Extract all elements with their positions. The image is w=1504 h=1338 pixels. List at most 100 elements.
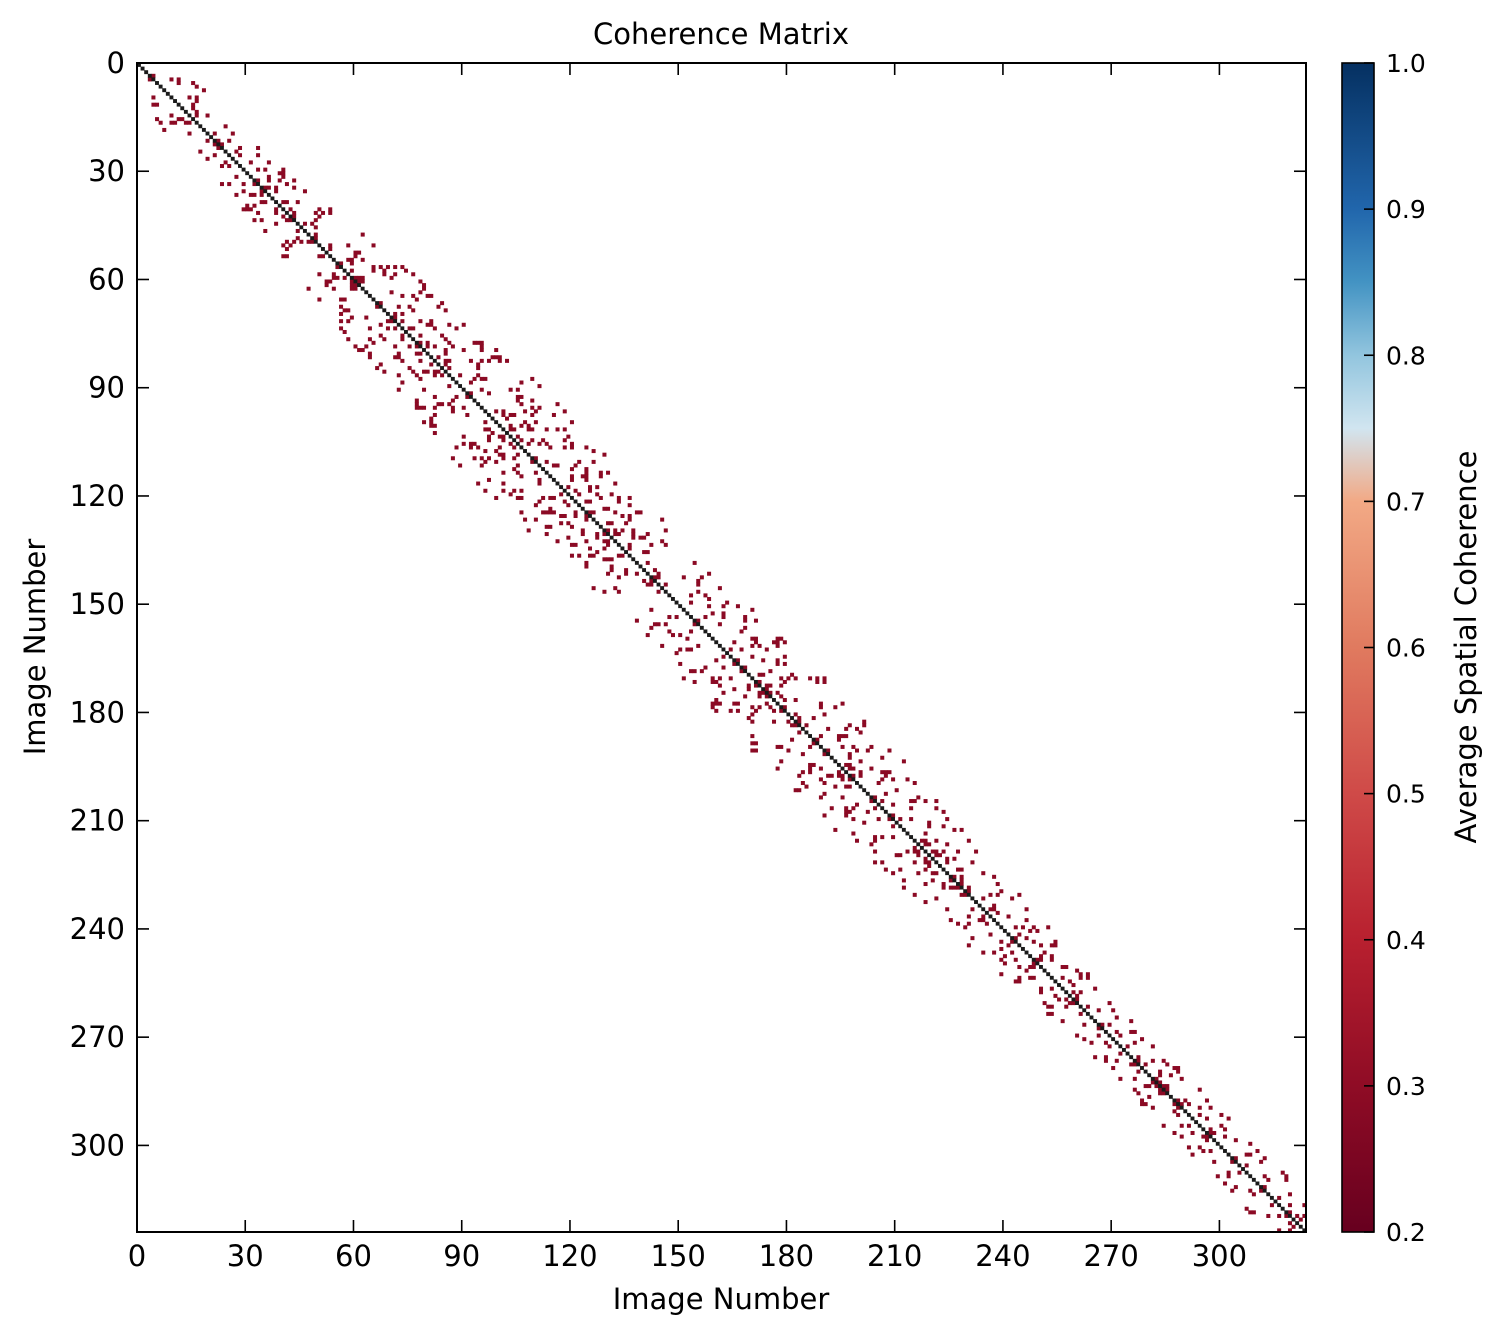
- diagonal-cell: [183, 109, 188, 114]
- diagonal-cell: [176, 102, 181, 107]
- heatmap-cell: [638, 535, 643, 540]
- diagonal-cell: [797, 723, 802, 728]
- heatmap-cell: [620, 528, 625, 533]
- heatmap-cell: [450, 398, 455, 403]
- diagonal-cell: [447, 373, 452, 378]
- heatmap-cell: [927, 863, 932, 868]
- heatmap-cell: [988, 932, 993, 937]
- heatmap-cell: [1103, 1055, 1108, 1060]
- heatmap-cell: [588, 553, 593, 558]
- diagonal-cell: [753, 679, 758, 684]
- diagonal-cell: [815, 741, 820, 746]
- diagonal-cell: [1006, 932, 1011, 937]
- heatmap-cell: [822, 712, 827, 717]
- heatmap-cell: [155, 102, 160, 107]
- heatmap-cell: [728, 708, 733, 713]
- heatmap-cell: [923, 831, 928, 836]
- heatmap-cell: [775, 640, 780, 645]
- heatmap-cell: [364, 315, 369, 320]
- heatmap-cell: [1266, 1177, 1271, 1182]
- diagonal-cell: [822, 748, 827, 753]
- heatmap-cell: [1208, 1127, 1213, 1132]
- heatmap-cell: [930, 878, 935, 883]
- heatmap-cell: [414, 351, 419, 356]
- diagonal-cell: [667, 593, 672, 598]
- heatmap-cell: [970, 860, 975, 865]
- heatmap-cell: [1248, 1188, 1253, 1193]
- heatmap-cell: [999, 946, 1004, 951]
- heatmap-cell: [411, 272, 416, 277]
- heatmap-cell: [790, 737, 795, 742]
- heatmap-cell: [256, 145, 261, 150]
- heatmap-cell: [400, 380, 405, 385]
- heatmap-cell: [826, 726, 831, 731]
- diagonal-cell: [216, 142, 221, 147]
- heatmap-cell: [948, 918, 953, 923]
- diagonal-cell: [717, 643, 722, 648]
- heatmap-cell: [1172, 1109, 1177, 1114]
- heatmap-cell: [782, 654, 787, 659]
- heatmap-cell: [934, 838, 939, 843]
- heatmap-cell: [1049, 943, 1054, 948]
- heatmap-cell: [422, 286, 427, 291]
- heatmap-cell: [851, 773, 856, 778]
- heatmap-cell: [580, 532, 585, 537]
- diagonal-cell: [515, 441, 520, 446]
- diagonal-cell: [508, 434, 513, 439]
- heatmap-cell: [1179, 1123, 1184, 1128]
- heatmap-cell: [169, 113, 174, 118]
- diagonal-cell: [331, 257, 336, 262]
- heatmap-cell: [782, 640, 787, 645]
- diagonal-cell: [959, 885, 964, 890]
- heatmap-cell: [191, 106, 196, 111]
- heatmap-cell: [1244, 1152, 1249, 1157]
- heatmap-cell: [1049, 1011, 1054, 1016]
- heatmap-cell: [1039, 957, 1044, 962]
- heatmap-cell: [468, 441, 473, 446]
- colorbar-tick-label: 0.6: [1386, 634, 1426, 663]
- heatmap-cell: [396, 351, 401, 356]
- heatmap-cell: [519, 380, 524, 385]
- heatmap-cell: [1060, 965, 1065, 970]
- heatmap-cell: [425, 293, 430, 298]
- heatmap-cell: [844, 734, 849, 739]
- heatmap-cell: [256, 153, 261, 158]
- heatmap-cell: [595, 550, 600, 555]
- heatmap-cell: [923, 882, 928, 887]
- heatmap-cell: [385, 319, 390, 324]
- heatmap-cell: [620, 514, 625, 519]
- y-tick-label: 120: [70, 479, 125, 513]
- heatmap-cell: [501, 488, 506, 493]
- diagonal-cell: [476, 402, 481, 407]
- heatmap-cell: [750, 607, 755, 612]
- heatmap-cell: [494, 449, 499, 454]
- heatmap-cell: [346, 257, 351, 262]
- heatmap-cell: [1064, 1004, 1069, 1009]
- heatmap-cell: [1017, 932, 1022, 937]
- heatmap-cell: [753, 636, 758, 641]
- heatmap-cell: [382, 268, 387, 273]
- heatmap-cell: [541, 495, 546, 500]
- diagonal-cell: [219, 145, 224, 150]
- diagonal-cell: [147, 73, 152, 78]
- heatmap-cell: [606, 557, 611, 562]
- heatmap-cell: [245, 207, 250, 212]
- heatmap-cell: [707, 604, 712, 609]
- heatmap-cell: [822, 791, 827, 796]
- heatmap-cell: [858, 730, 863, 735]
- diagonal-cell: [137, 63, 141, 67]
- diagonal-cell: [728, 654, 733, 659]
- diagonal-cell: [313, 239, 318, 244]
- heatmap-cell: [1226, 1116, 1231, 1121]
- heatmap-cell: [1190, 1152, 1195, 1157]
- x-tick-label: 120: [542, 1239, 597, 1273]
- heatmap-cell: [425, 344, 430, 349]
- heatmap-cell: [588, 499, 593, 504]
- diagonal-cell: [793, 719, 798, 724]
- heatmap-cell: [375, 366, 380, 371]
- diagonal-cell: [952, 878, 957, 883]
- heatmap-cell: [937, 853, 942, 858]
- heatmap-cell: [761, 672, 766, 677]
- heatmap-cell: [328, 210, 333, 215]
- heatmap-cell: [497, 358, 502, 363]
